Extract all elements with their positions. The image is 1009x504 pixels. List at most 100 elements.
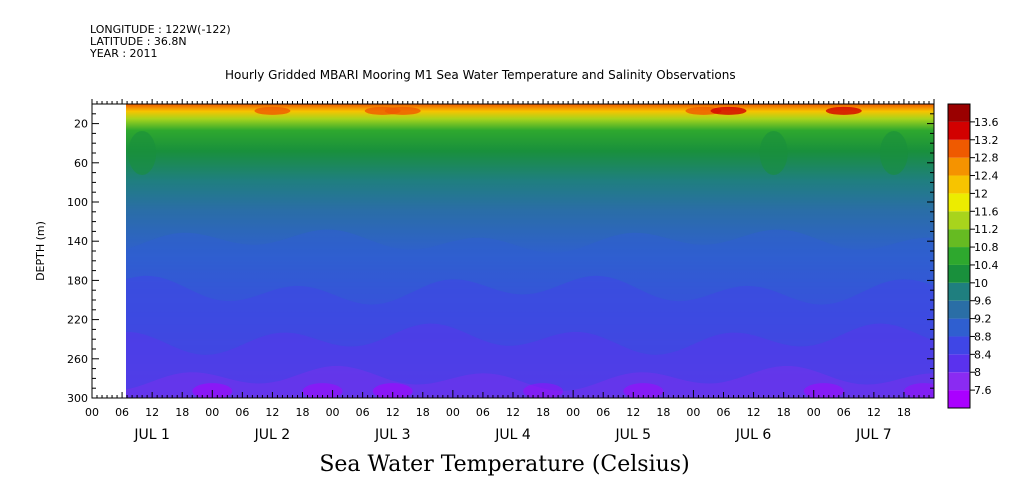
y-axis: 20 60 100 140 180 220 260 300 [67,103,934,405]
longitude-label: LONGITUDE : 122W(-122) [90,23,231,36]
latitude-label: LATITUDE : 36.8N [90,35,187,48]
colorbar-swatch [948,211,970,230]
colorbar-swatch [948,318,970,337]
x-hour-label: 18 [416,406,430,419]
cold-pocket [903,383,934,398]
colorbar-label: 11.2 [974,223,999,236]
mixing-plume [879,131,908,175]
colorbar-label: 13.6 [974,116,999,129]
colorbar-swatch [948,372,970,391]
y-axis-label: DEPTH (m) [34,221,47,281]
x-hour-label: 18 [296,406,310,419]
colorbar-swatch [948,121,970,140]
x-day-label: JUL 1 [133,427,170,443]
colorbar-swatch [948,354,970,373]
x-hour-label: 18 [536,406,550,419]
colorbar-swatch [948,104,970,122]
x-hour-label: 12 [386,406,400,419]
warm-patch [710,106,747,115]
colorbar-label: 12 [974,187,988,200]
x-hour-label: 00 [85,406,99,419]
x-day-label: JUL 7 [855,427,892,443]
colorbar-swatch [948,247,970,265]
x-hour-label: 12 [145,406,159,419]
colorbar: 7.6 8 8.4 8.8 9.2 9.6 10 10.4 10.8 11.2 11.6 12 12.4… [947,103,999,409]
colorbar-label: 8.4 [974,348,992,361]
colorbar-label: 11.6 [974,205,999,218]
x-hour-label: 18 [175,406,189,419]
colorbar-swatch [948,300,970,319]
warm-patch [254,106,291,115]
y-tick-label: 100 [67,196,88,209]
colorbar-label: 9.2 [974,313,992,326]
metadata-block: LONGITUDE : 122W(-122) LATITUDE : 36.8N … [90,24,231,60]
x-hour-label: 06 [596,406,610,419]
y-tick-label: 220 [67,314,88,327]
colorbar-swatch [948,139,970,158]
top-ticks [91,99,935,104]
isotherm-band [126,323,934,398]
cold-pocket [372,383,413,398]
colorbar-label: 10.8 [974,241,999,254]
colorbar-swatch [948,175,970,194]
x-hour-label: 00 [446,406,460,419]
x-hour-label: 06 [717,406,731,419]
x-hour-label: 06 [235,406,249,419]
colorbar-label: 13.2 [974,134,999,147]
colorbar-label: 7.6 [974,384,992,397]
y-tick-label: 60 [74,157,88,170]
x-day-label: JUL 4 [494,427,531,443]
colorbar-swatch [948,282,970,301]
x-day-label: JUL 2 [254,427,291,443]
x-hour-label: 12 [626,406,640,419]
colorbar-swatch [948,390,970,408]
x-hour-label: 06 [115,406,129,419]
x-hour-label: 12 [265,406,279,419]
y-tick-label: 140 [67,235,88,248]
warm-patch [825,106,862,115]
x-hour-label: 18 [897,406,911,419]
colorbar-swatch [948,336,970,355]
mixing-plume [128,131,157,175]
x-hour-label: 00 [566,406,580,419]
x-day-label: JUL 3 [374,427,411,443]
colorbar-label: 10 [974,277,988,290]
y-tick-label: 20 [74,118,88,131]
x-hour-label: 00 [205,406,219,419]
x-hour-label: 06 [837,406,851,419]
mixing-plume [759,131,788,175]
x-hour-label: 12 [867,406,881,419]
colorbar-swatch [948,229,970,248]
x-axis: 00 06 12 18 00 06 12 18 00 06 12 18 00 06 12 18 00 06 12 18… [85,390,935,443]
warm-patch [685,106,722,115]
x-hour-label: 00 [807,406,821,419]
x-hour-label: 06 [356,406,370,419]
field-variations [126,106,934,398]
isotherm-band [126,275,934,398]
colorbar-label: 12.8 [974,152,999,165]
warm-patch [384,106,421,115]
x-hour-label: 12 [747,406,761,419]
cold-pocket [523,383,564,398]
x-hour-label: 06 [476,406,490,419]
colorbar-label: 8.8 [974,330,992,343]
isotherm-band [126,365,934,398]
colorbar-frame [947,103,971,409]
y-tick-label: 300 [67,392,88,405]
x-hour-label: 00 [686,406,700,419]
colorbar-swatch [948,193,970,212]
y-tick-label: 260 [67,353,88,366]
colorbar-label: 10.4 [974,259,999,272]
colorbar-label: 9.6 [974,295,992,308]
colorbar-swatch [948,264,970,283]
x-axis-title: Sea Water Temperature (Celsius) [319,452,690,477]
x-hour-label: 18 [777,406,791,419]
x-day-label: JUL 5 [615,427,652,443]
colorbar-swatch [948,157,970,176]
y-tick-label: 180 [67,274,88,287]
x-hour-label: 00 [326,406,340,419]
year-label: YEAR : 2011 [90,47,158,60]
colorbar-label: 8 [974,366,981,379]
x-day-label: JUL 6 [735,427,772,443]
